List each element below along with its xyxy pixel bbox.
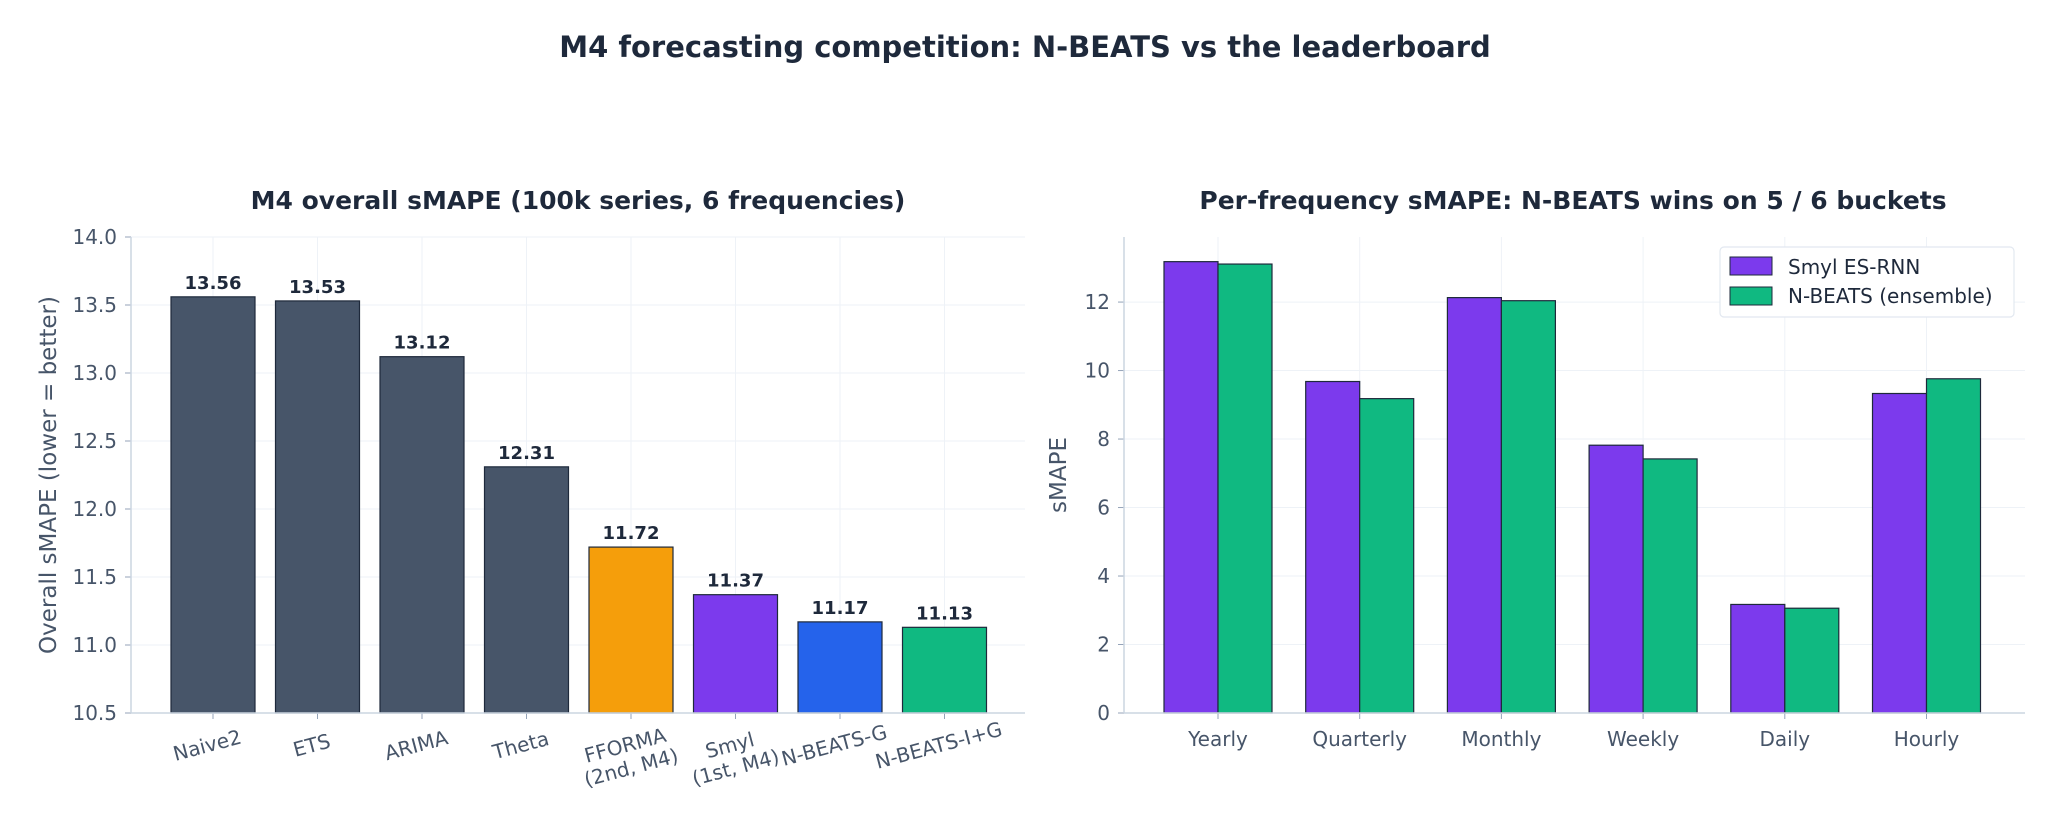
bar-6 — [797, 621, 883, 714]
bar-hourly-smyl — [1871, 392, 1928, 714]
right-y-tick-label: 8 — [1097, 427, 1110, 451]
left-y-tick-label: 12.5 — [72, 429, 117, 453]
right-y-axis-label: sMAPE — [1046, 437, 1072, 513]
per-frequency-panel: Per-frequency sMAPE: N-BEATS wins on 5 /… — [1046, 186, 2025, 751]
right-x-tick-label: Quarterly — [1312, 727, 1407, 751]
bar-hourly-nbeats — [1925, 378, 1982, 714]
right-x-ticks: Yearly Quarterly Monthly Weekly Daily Hourly — [1187, 713, 1959, 751]
left-x-tick-label: ETS — [290, 729, 332, 762]
right-x-tick-label: Daily — [1759, 727, 1810, 751]
left-x-tick-label: Naive2 — [170, 725, 243, 766]
legend-box — [1719, 246, 2015, 318]
bar-value-label: 11.17 — [812, 598, 869, 619]
bar-4 — [588, 546, 674, 714]
right-y-tick-label: 2 — [1097, 633, 1110, 657]
right-x-tick-label: Monthly — [1461, 727, 1541, 751]
bar-quarterly-nbeats — [1359, 398, 1415, 714]
right-x-tick-label: Weekly — [1607, 727, 1679, 751]
bar-value-label: 11.37 — [707, 571, 764, 592]
x-tick-label-group: Smyl(1st, M4) — [689, 727, 781, 790]
x-tick-label-group: Naive2 — [170, 725, 243, 766]
bar-quarterly-smyl — [1305, 380, 1361, 714]
overall-smape-panel: M4 overall sMAPE (100k series, 6 frequen… — [36, 186, 1025, 792]
left-y-axis-label: Overall sMAPE (lower = better) — [36, 296, 62, 654]
right-y-ticks: 0 2 4 6 8 10 12 — [1085, 290, 1124, 725]
left-y-tick-label: 12.0 — [72, 497, 117, 521]
bar-yearly-nbeats — [1217, 263, 1273, 714]
left-y-tick-label: 14.0 — [72, 225, 117, 249]
bar-value-label: 13.53 — [289, 277, 346, 298]
bar-value-label: 11.13 — [916, 603, 973, 624]
bar-weekly-nbeats — [1642, 458, 1698, 714]
bar-value-label: 12.31 — [498, 443, 555, 464]
left-y-ticks: 10.5 11.0 11.5 12.0 12.5 13.0 13.5 14.0 — [72, 225, 131, 725]
legend-swatch-smyl — [1729, 256, 1773, 276]
bar-2 — [379, 356, 465, 714]
legend: Smyl ES-RNN N-BEATS (ensemble) — [1719, 246, 2015, 318]
right-x-tick-label: Hourly — [1894, 727, 1960, 751]
bar-value-label: 13.56 — [185, 273, 242, 294]
bar-daily-nbeats — [1784, 607, 1840, 714]
left-y-tick-label: 10.5 — [72, 701, 117, 725]
x-tick-label-group: Theta — [489, 726, 552, 764]
left-x-tick-label: ARIMA — [382, 725, 451, 765]
bar-3 — [483, 466, 570, 714]
left-x-tick-label: N-BEATS-G — [779, 720, 890, 771]
bar-1 — [274, 300, 361, 714]
x-tick-label-group: ARIMA — [382, 725, 451, 765]
legend-label-smyl: Smyl ES-RNN — [1788, 255, 1920, 279]
legend-swatch-nbeats — [1729, 286, 1773, 306]
bar-0 — [170, 296, 256, 714]
bar-monthly-smyl — [1446, 297, 1503, 714]
left-chart-title: M4 overall sMAPE (100k series, 6 frequen… — [251, 186, 906, 215]
legend-label-nbeats: N-BEATS (ensemble) — [1788, 284, 1993, 308]
bar-weekly-smyl — [1588, 444, 1644, 714]
right-chart-title: Per-frequency sMAPE: N-BEATS wins on 5 /… — [1199, 186, 1946, 215]
left-y-tick-label: 13.0 — [72, 361, 117, 385]
right-y-tick-label: 12 — [1085, 290, 1110, 314]
left-gridlines — [131, 236, 1025, 714]
left-data-labels: 13.56 13.53 13.12 12.31 11.72 11.37 11.17 11.13 — [185, 273, 973, 624]
right-y-tick-label: 0 — [1097, 701, 1110, 725]
x-tick-label-group: N-BEATS-I+G — [873, 717, 1005, 774]
left-x-tick-label: N-BEATS-I+G — [873, 717, 1005, 774]
bar-5 — [692, 594, 779, 714]
bar-monthly-nbeats — [1500, 300, 1557, 714]
figure-title: M4 forecasting competition: N-BEATS vs t… — [559, 30, 1491, 64]
left-y-tick-label: 13.5 — [72, 293, 117, 317]
left-y-tick-label: 11.5 — [72, 565, 117, 589]
left-bars — [170, 296, 988, 714]
x-tick-label-group: N-BEATS-G — [779, 720, 890, 771]
bar-yearly-smyl — [1163, 261, 1219, 714]
right-x-tick-label: Yearly — [1187, 727, 1248, 751]
bar-value-label: 13.12 — [394, 333, 451, 354]
x-tick-label-group: FFORMA(2nd, M4) — [581, 723, 680, 792]
right-y-tick-label: 6 — [1097, 496, 1110, 520]
right-bars — [1163, 261, 1982, 714]
right-y-tick-label: 4 — [1097, 564, 1110, 588]
left-x-ticks: Naive2 ETS ARIMA Theta FFORMA(2nd, M4) Smyl(1… — [170, 713, 1005, 792]
right-y-tick-label: 10 — [1085, 359, 1110, 383]
left-x-tick-label: Theta — [489, 726, 552, 764]
x-tick-label-group: ETS — [290, 729, 332, 762]
left-y-tick-label: 11.0 — [72, 633, 117, 657]
bar-daily-smyl — [1730, 603, 1786, 714]
bar-value-label: 11.72 — [603, 523, 660, 544]
bar-7 — [901, 626, 988, 714]
